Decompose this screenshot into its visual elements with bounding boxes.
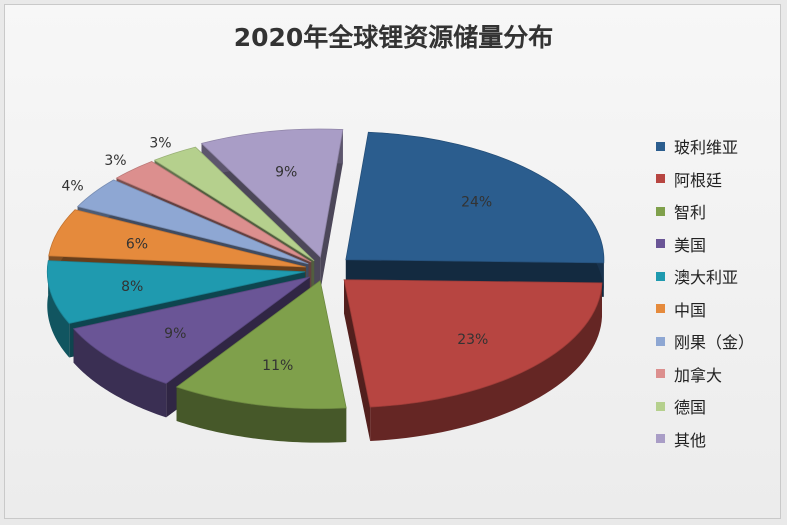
legend-label-0: 玻利维亚 [674, 138, 739, 158]
legend-item-1: 阿根廷 [656, 163, 784, 196]
slice-label-8: 3% [149, 135, 171, 151]
legend-swatch-6 [656, 336, 665, 346]
pie-slice-7 [115, 160, 312, 263]
slice-label-7: 3% [104, 153, 126, 169]
pie-slice-5 [48, 209, 306, 268]
slice-label-4: 8% [121, 279, 143, 295]
slice-label-2: 11% [262, 358, 293, 374]
slice-label-3: 9% [164, 326, 186, 342]
legend-label-4: 澳大利亚 [674, 268, 739, 288]
legend-item-2: 智利 [656, 195, 784, 228]
legend-item-5: 中国 [656, 293, 784, 326]
pie-slice-6 [76, 179, 309, 265]
legend-swatch-7 [656, 369, 665, 379]
slice-label-9: 9% [275, 165, 297, 181]
pie-slice-2 [175, 279, 347, 410]
legend-label-8: 德国 [674, 398, 707, 418]
legend-item-0: 玻利维亚 [656, 130, 784, 163]
legend-swatch-2 [656, 206, 665, 216]
legend-swatch-4 [656, 271, 665, 281]
pie-labels: 24% 23% 11% 9% 8% 6% 4% 3% 3% 9% [61, 135, 492, 374]
slice-label-6: 4% [61, 179, 83, 195]
pie-slice-8 [153, 146, 315, 262]
pie-slice-9 [200, 128, 344, 258]
legend-swatch-5 [656, 304, 665, 314]
legend-label-6: 刚果（金） [674, 333, 755, 353]
legend-label-1: 阿根廷 [674, 170, 723, 190]
chart-title: 2020年全球锂资源储量分布 [233, 23, 554, 52]
pie-tops [46, 128, 605, 410]
legend-label-2: 智利 [674, 203, 707, 223]
pie-slice-4 [46, 260, 306, 324]
pie-slice-1 [343, 279, 603, 408]
legend-label-7: 加拿大 [674, 365, 723, 385]
legend-item-4: 澳大利亚 [656, 260, 784, 293]
slice-label-0: 24% [461, 195, 492, 211]
legend-label-9: 其他 [674, 430, 707, 450]
legend-label-3: 美国 [674, 235, 707, 255]
legend-swatch-3 [656, 239, 665, 249]
slice-label-5: 6% [126, 236, 148, 252]
legend-item-3: 美国 [656, 228, 784, 261]
legend-label-5: 中国 [674, 300, 707, 320]
legend-item-8: 德国 [656, 390, 784, 423]
slice-label-1: 23% [457, 332, 488, 348]
pie-slice-0 [345, 131, 605, 264]
legend-item-6: 刚果（金） [656, 325, 784, 358]
legend: 玻利维亚阿根廷智利美国澳大利亚中国刚果（金） 加拿大德国其他 [656, 130, 784, 455]
legend-swatch-8 [656, 401, 665, 411]
legend-item-7: 加拿大 [656, 358, 784, 391]
legend-swatch-1 [656, 174, 665, 184]
legend-swatch-0 [656, 141, 665, 151]
pie-slice-3 [72, 276, 310, 384]
legend-item-9: 其他 [656, 423, 784, 456]
legend-swatch-9 [656, 434, 665, 444]
